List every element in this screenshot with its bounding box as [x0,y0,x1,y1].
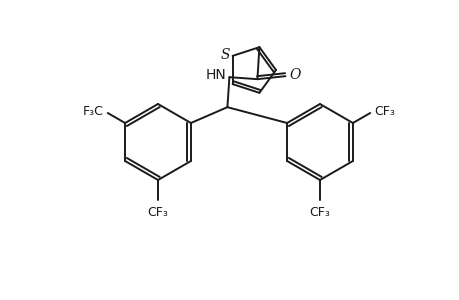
Text: F₃C: F₃C [83,104,104,118]
Text: HN: HN [206,68,226,82]
Text: S: S [220,48,230,62]
Text: O: O [289,68,301,82]
Text: CF₃: CF₃ [309,206,330,219]
Text: CF₃: CF₃ [147,206,168,219]
Text: CF₃: CF₃ [374,104,394,118]
